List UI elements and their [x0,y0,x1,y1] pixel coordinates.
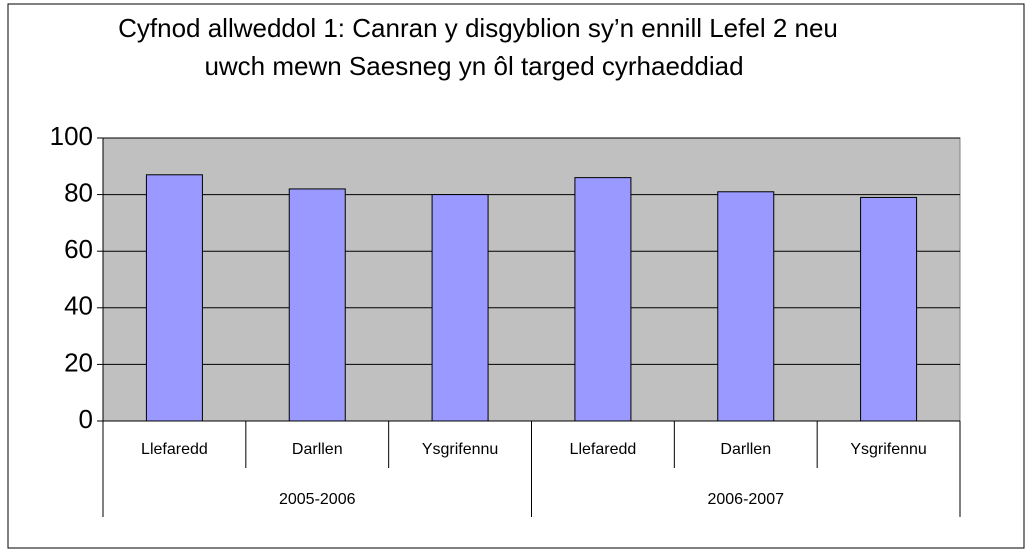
x-tick-label: Llefaredd [570,441,637,458]
group-label: 2006-2007 [707,491,784,508]
x-tick-label: Darllen [720,441,771,458]
x-tick-label: Ysgrifennu [850,441,927,458]
chart-title: uwch mewn Saesneg yn ôl targed cyrhaeddi… [204,51,743,81]
plot-area [102,137,961,422]
x-tick-label: Ysgrifennu [422,441,499,458]
y-tick-label: 100 [50,121,93,151]
x-tick-label: Llefaredd [141,441,208,458]
bar [574,177,632,422]
y-tick-label: 40 [64,291,93,321]
y-tick-label: 80 [64,177,93,207]
bar [288,188,346,422]
bar [431,194,489,422]
y-tick-label: 20 [64,347,93,377]
bar [717,191,775,422]
y-tick-label: 60 [64,234,93,264]
x-tick-label: Darllen [292,441,343,458]
group-label: 2005-2006 [279,491,356,508]
y-tick-label: 0 [79,404,93,434]
bar [145,174,203,422]
bar [860,196,918,422]
chart-title: Cyfnod allweddol 1: Canran y disgyblion … [118,13,838,43]
